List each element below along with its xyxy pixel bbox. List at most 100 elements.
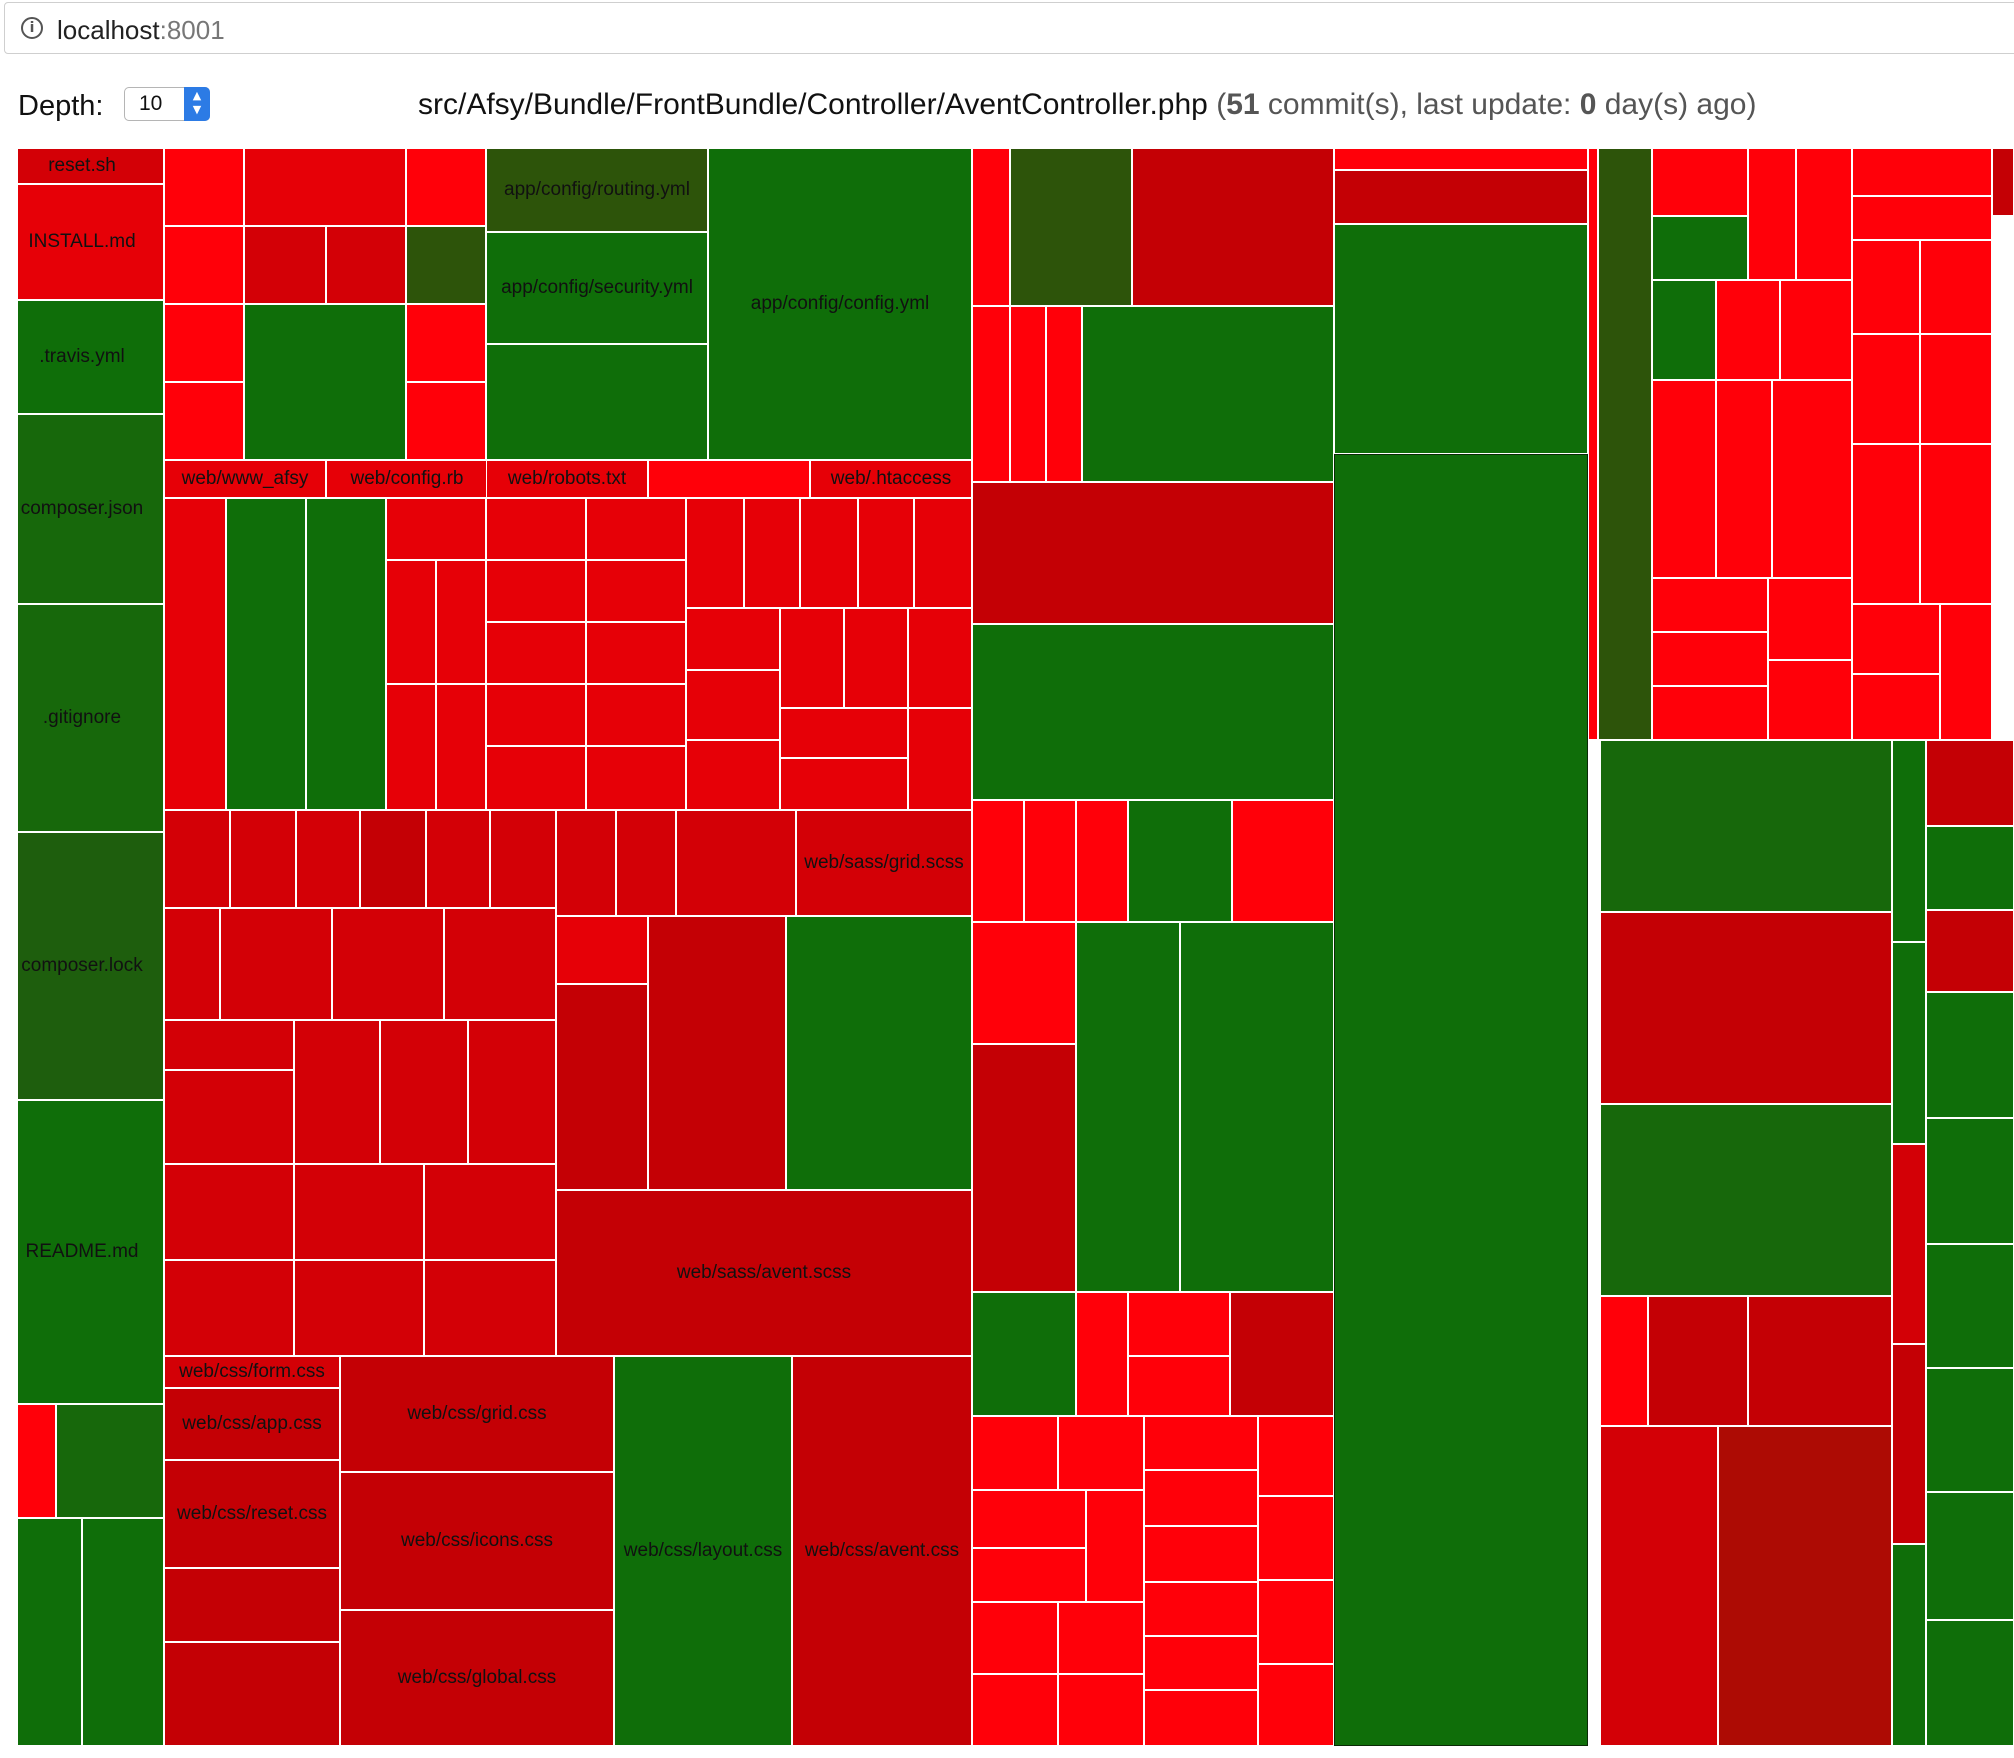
treemap-cell[interactable] <box>972 624 1334 800</box>
treemap-cell[interactable] <box>1718 1426 1892 1746</box>
treemap-cell[interactable] <box>1940 604 1992 740</box>
treemap-cell[interactable] <box>406 148 486 226</box>
treemap-cell[interactable] <box>1892 1144 1926 1344</box>
treemap-cell[interactable] <box>686 608 780 670</box>
treemap-cell-readme-md[interactable]: README.md <box>18 1100 164 1404</box>
treemap-cell[interactable] <box>1086 1490 1144 1602</box>
treemap-cell-install-md[interactable]: INSTALL.md <box>18 184 164 300</box>
treemap-cell[interactable] <box>1926 1118 2014 1244</box>
treemap-cell[interactable] <box>1024 800 1076 922</box>
treemap-cell[interactable] <box>1334 148 1588 170</box>
treemap-cell[interactable] <box>586 560 686 622</box>
treemap-cell[interactable] <box>424 1260 556 1356</box>
treemap-cell[interactable] <box>386 684 436 810</box>
treemap-cell[interactable] <box>1076 1292 1128 1416</box>
treemap-cell[interactable] <box>306 498 386 810</box>
treemap-cell[interactable] <box>1772 380 1852 578</box>
info-icon[interactable]: i <box>21 17 43 39</box>
treemap-cell[interactable] <box>556 810 616 916</box>
depth-select[interactable]: 10 ▲ ▼ <box>124 87 210 121</box>
treemap-cell[interactable] <box>1600 740 1892 912</box>
treemap-cell[interactable] <box>1588 148 1598 740</box>
treemap-cell[interactable] <box>1926 1492 2014 1620</box>
treemap-cell[interactable] <box>1652 686 1768 740</box>
treemap-cell[interactable] <box>332 908 444 1020</box>
treemap-cell[interactable] <box>164 498 226 810</box>
treemap-cell[interactable] <box>1926 1368 2014 1492</box>
treemap-cell[interactable] <box>294 1164 424 1260</box>
treemap-cell[interactable] <box>56 1404 164 1518</box>
treemap-cell[interactable] <box>908 708 972 810</box>
treemap-cell[interactable] <box>220 908 332 1020</box>
treemap-cell[interactable] <box>326 226 406 304</box>
treemap-cell[interactable] <box>1598 148 1652 740</box>
treemap-cell-layout-css[interactable]: web/css/layout.css <box>614 1356 792 1746</box>
treemap-cell[interactable] <box>1128 800 1232 922</box>
treemap-cell[interactable] <box>1652 380 1716 578</box>
treemap-cell[interactable] <box>294 1260 424 1356</box>
treemap-cell[interactable] <box>1076 922 1180 1292</box>
treemap-cell-composer-json[interactable]: composer.json <box>18 414 164 604</box>
treemap-cell[interactable] <box>586 498 686 560</box>
treemap-cell[interactable] <box>1892 942 1926 1144</box>
treemap-cell[interactable] <box>1258 1664 1334 1746</box>
treemap-cell-routing-yml[interactable]: app/config/routing.yml <box>486 148 708 232</box>
treemap-cell[interactable] <box>164 304 244 382</box>
treemap-cell-reset-css[interactable]: web/css/reset.css <box>164 1460 340 1568</box>
treemap-cell[interactable] <box>586 684 686 746</box>
treemap-cell[interactable] <box>164 226 244 304</box>
url-text[interactable]: localhost:8001 <box>57 15 225 46</box>
treemap-cell[interactable] <box>1258 1580 1334 1664</box>
treemap-cell[interactable] <box>800 498 858 608</box>
treemap-cell[interactable] <box>972 1548 1086 1602</box>
treemap-cell[interactable] <box>1334 224 1588 454</box>
treemap-cell[interactable] <box>1600 1296 1648 1426</box>
treemap-cell[interactable] <box>1144 1690 1258 1746</box>
treemap-cell[interactable] <box>164 1642 340 1746</box>
treemap-cell[interactable] <box>686 498 744 608</box>
treemap-cell-web-robots-txt[interactable]: web/robots.txt <box>486 460 648 498</box>
treemap-cell[interactable] <box>1920 240 1992 334</box>
treemap-cell[interactable] <box>744 498 800 608</box>
treemap-cell[interactable] <box>1852 674 1940 740</box>
treemap-cell[interactable] <box>1796 148 1852 280</box>
treemap-cell[interactable] <box>380 1020 468 1164</box>
treemap-cell-gitignore[interactable]: .gitignore <box>18 604 164 832</box>
treemap-cell[interactable] <box>296 810 360 908</box>
treemap-cell[interactable] <box>1926 826 2014 910</box>
treemap-cell[interactable] <box>1010 306 1046 482</box>
treemap-cell[interactable] <box>1128 1356 1230 1416</box>
treemap-cell[interactable] <box>1892 1344 1926 1544</box>
treemap-cell[interactable] <box>164 810 230 908</box>
treemap-cell[interactable] <box>164 908 220 1020</box>
treemap-cell[interactable] <box>1058 1416 1144 1490</box>
treemap-cell[interactable] <box>972 482 1334 624</box>
treemap-cell[interactable] <box>972 1490 1086 1548</box>
treemap-cell[interactable] <box>386 498 486 560</box>
treemap-cell[interactable] <box>914 498 972 608</box>
treemap-cell[interactable] <box>294 1020 380 1164</box>
treemap-cell-app-css[interactable]: web/css/app.css <box>164 1388 340 1460</box>
treemap-cell[interactable] <box>1926 910 2014 992</box>
treemap-cell[interactable] <box>972 306 1010 482</box>
treemap-cell[interactable] <box>1652 148 1748 216</box>
treemap-cell[interactable] <box>164 148 244 226</box>
treemap-cell[interactable] <box>1716 380 1772 578</box>
treemap-cell[interactable] <box>556 984 648 1190</box>
treemap-cell[interactable] <box>1652 632 1768 686</box>
treemap-cell[interactable] <box>1852 444 1920 604</box>
treemap-cell[interactable] <box>226 498 306 810</box>
treemap-cell[interactable] <box>1992 148 2014 216</box>
treemap-cell[interactable] <box>1144 1636 1258 1690</box>
treemap-cell[interactable] <box>18 1404 56 1518</box>
treemap-cell[interactable] <box>164 1164 294 1260</box>
treemap-cell[interactable] <box>1334 170 1588 224</box>
treemap-cell[interactable] <box>1232 800 1334 922</box>
treemap-cell[interactable] <box>406 304 486 382</box>
treemap-cell[interactable] <box>1768 660 1852 740</box>
treemap-cell[interactable] <box>486 622 586 684</box>
treemap-cell[interactable] <box>786 916 972 1190</box>
treemap-cell-config-yml[interactable]: app/config/config.yml <box>708 148 972 460</box>
treemap-cell[interactable] <box>1046 306 1082 482</box>
treemap-cell[interactable] <box>1144 1416 1258 1470</box>
